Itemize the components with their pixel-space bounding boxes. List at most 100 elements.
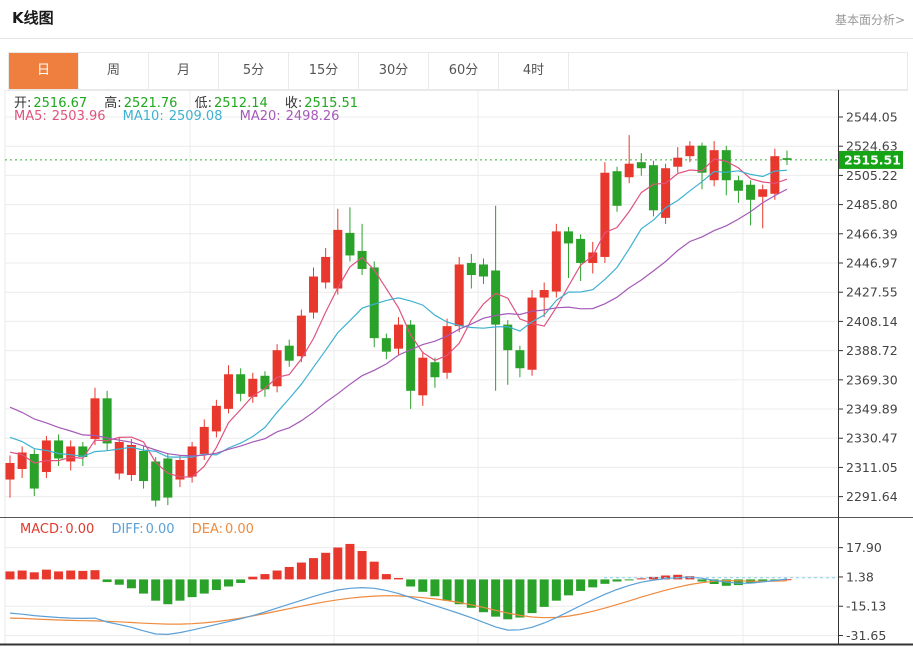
macd-bar <box>746 579 756 584</box>
axis-tick-label: -31.65 <box>846 628 886 643</box>
macd-bar <box>369 561 379 580</box>
tab-60min[interactable]: 60分 <box>429 53 499 89</box>
axis-tick-label: 2330.47 <box>846 431 898 446</box>
axis-tick-label: 2505.22 <box>846 168 898 183</box>
macd-bar <box>430 579 440 597</box>
candle-body <box>260 375 270 390</box>
macd-value: MACD: 0.00 <box>20 522 95 537</box>
macd-bar <box>78 570 88 580</box>
macd-bar <box>442 579 452 601</box>
candle-body <box>309 276 319 313</box>
open-value: 开: 2516.67 <box>14 96 88 111</box>
macd-bar <box>151 579 161 601</box>
price-axis: 2544.05 2524.63 2505.22 2485.80 2466.39 2446.… <box>838 90 898 645</box>
candle-body <box>418 357 428 396</box>
candle-body <box>600 172 610 257</box>
candle-body <box>224 374 234 409</box>
axis-tick-label: 2408.14 <box>846 314 898 329</box>
fundamental-analysis-link[interactable]: 基本面分析> <box>834 13 905 27</box>
candle-body <box>527 297 537 370</box>
candle-body <box>369 267 379 339</box>
svg-text:2515.51: 2515.51 <box>844 152 901 167</box>
candle-body <box>539 290 549 298</box>
macd-bar <box>248 576 258 580</box>
candle-body <box>151 461 161 501</box>
ma5-line <box>9 158 788 478</box>
axis-tick-label: 2369.30 <box>846 372 898 387</box>
ma5-legend: MA5: 2503.96 <box>14 109 106 124</box>
candle-body <box>114 441 124 474</box>
axis-tick-label: 2544.05 <box>846 110 898 125</box>
macd-bar <box>576 579 586 591</box>
macd-bar <box>709 579 719 585</box>
candle-body <box>685 145 695 157</box>
macd-bar <box>236 579 246 583</box>
tab-15min[interactable]: 15分 <box>289 53 359 89</box>
macd-bar <box>381 574 391 580</box>
candle-body <box>345 232 355 256</box>
macd-bar <box>199 579 209 594</box>
macd-bar <box>539 579 549 607</box>
tab-monthly[interactable]: 月 <box>149 53 219 89</box>
macd-bar <box>721 579 731 586</box>
tab-5min[interactable]: 5分 <box>219 53 289 89</box>
candle-body <box>321 256 331 283</box>
candle-body <box>102 398 112 444</box>
macd-bar <box>29 572 39 580</box>
candle-body <box>673 157 683 167</box>
macd-bar <box>126 579 136 589</box>
ma20-legend: MA20: 2498.26 <box>239 109 340 124</box>
title-divider <box>0 38 913 39</box>
macd-bar <box>284 566 294 580</box>
candle-body <box>697 145 707 173</box>
candle-body <box>54 440 64 459</box>
candle-body <box>478 264 488 277</box>
candle-body <box>576 238 586 263</box>
axis-tick-label: 2466.39 <box>846 226 898 241</box>
axis-tick-label: 2524.63 <box>846 139 898 154</box>
macd-bar <box>406 579 416 587</box>
candle-body <box>90 398 100 439</box>
macd-bar <box>454 579 464 605</box>
ma-legend: MA5: 2503.96 MA10: 2509.08 MA20: 2498.26 <box>14 109 352 124</box>
axis-tick-label: 17.90 <box>846 540 882 555</box>
current-price-tag: 2515.51 <box>839 150 903 169</box>
macd-bar <box>296 562 306 580</box>
macd-bar <box>697 579 707 582</box>
macd-bar <box>260 574 270 580</box>
tab-4hour[interactable]: 4时 <box>499 53 569 89</box>
ma10-legend: MA10: 2509.08 <box>122 109 223 124</box>
diff-line <box>9 576 788 636</box>
macd-bar <box>187 579 197 598</box>
macd-bar <box>17 570 27 580</box>
candle-body <box>406 324 416 391</box>
candle-body <box>466 262 476 275</box>
candle-body <box>139 450 149 482</box>
macd-bar <box>782 579 792 581</box>
tab-weekly[interactable]: 周 <box>79 53 149 89</box>
low-value: 低: 2512.14 <box>194 96 268 111</box>
macd-bar <box>515 579 525 618</box>
candle-body <box>17 452 27 470</box>
candle-body <box>648 165 658 211</box>
candle-body <box>381 338 391 352</box>
axis-tick-label: -15.13 <box>846 599 886 614</box>
axis-tick-label: 2388.72 <box>846 343 898 358</box>
macd-bar <box>624 579 634 581</box>
macd-bar <box>478 579 488 613</box>
interval-tab-strip: 日 周 月 5分 15分 30分 60分 4时 <box>8 52 908 90</box>
candle-body <box>211 405 221 432</box>
macd-bar <box>90 570 100 580</box>
axis-tick-label: 2291.64 <box>846 489 898 504</box>
candle-body <box>661 168 671 218</box>
diff-value: DIFF: 0.00 <box>111 522 175 537</box>
candle-body <box>636 162 646 169</box>
macd-bar <box>102 579 112 583</box>
tab-30min[interactable]: 30分 <box>359 53 429 89</box>
tab-daily[interactable]: 日 <box>9 53 79 89</box>
candle-body <box>248 378 258 397</box>
candle-body <box>357 250 367 269</box>
macd-bar <box>309 558 319 580</box>
candle-body <box>5 462 15 480</box>
high-value: 高: 2521.76 <box>104 96 178 111</box>
